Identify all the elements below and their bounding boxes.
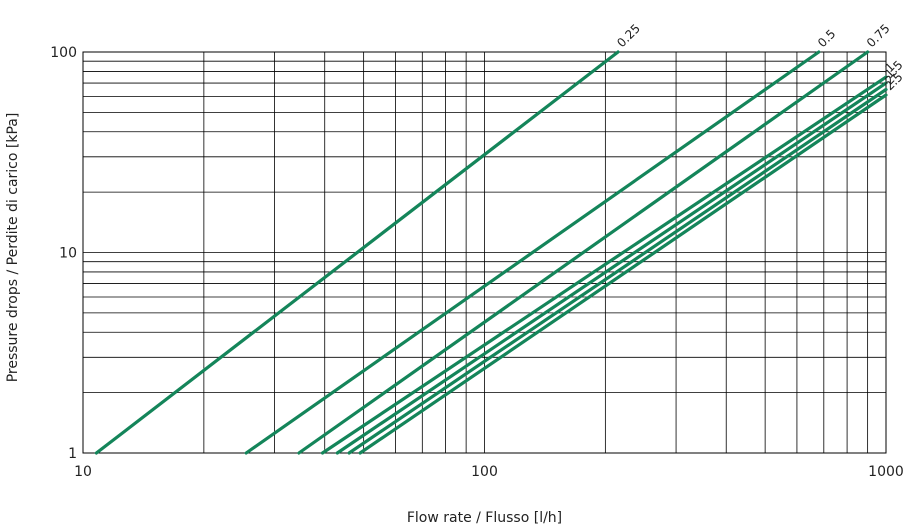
grid	[82, 51, 887, 454]
series-label: 0.25	[614, 21, 643, 50]
series-line-0-25	[94, 50, 620, 455]
series-label: 0.75	[864, 21, 893, 50]
series-line-0-75	[297, 50, 870, 455]
x-tick-label: 100	[471, 464, 498, 480]
x-axis-ticks: 10 100 1000	[74, 464, 904, 480]
y-tick-label: 100	[50, 45, 77, 61]
plot-area-frame	[82, 51, 887, 454]
y-axis-ticks: 1 10 100	[50, 45, 77, 462]
series-line-1	[320, 75, 888, 455]
y-tick-label: 10	[59, 246, 77, 262]
series-line-0-5	[244, 50, 821, 455]
series-line-1-5	[335, 81, 888, 455]
y-tick-label: 1	[68, 446, 77, 462]
series-line-2	[347, 87, 888, 455]
x-tick-label: 1000	[868, 464, 904, 480]
x-axis-title: Flow rate / Flusso [l/h]	[407, 510, 562, 526]
y-axis-title: Pressure drops / Perdite di carico [kPa]	[5, 113, 21, 383]
series-label: 0.5	[815, 27, 838, 50]
x-tick-label: 10	[74, 464, 92, 480]
series-lines	[94, 50, 888, 455]
series-line-2-5	[358, 93, 888, 455]
